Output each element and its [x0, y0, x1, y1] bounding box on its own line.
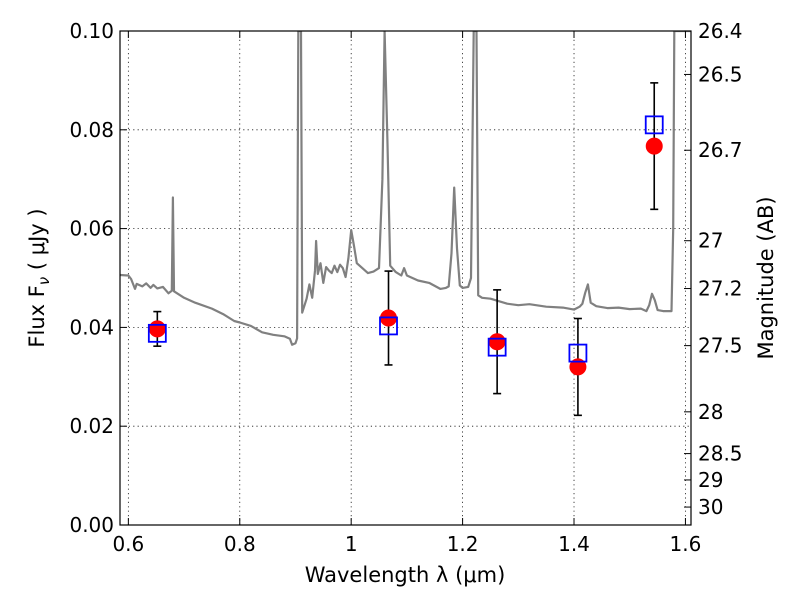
spectrum-line [120, 31, 691, 346]
y-axis-title-main: Flux F [25, 285, 49, 347]
points-layer [147, 82, 664, 417]
y-tick-label: 0.04 [69, 315, 114, 339]
y-tick-label: 0.06 [69, 217, 114, 241]
model-point [379, 316, 398, 336]
observed-point [148, 320, 166, 338]
model-point [568, 343, 588, 363]
mag-tick-label: 29 [698, 468, 723, 492]
mag-tick-label: 27 [698, 229, 723, 253]
mag-tick-label: 26.5 [698, 62, 743, 86]
mag-tick-label: 27.5 [698, 334, 743, 358]
plot-frame [119, 30, 692, 526]
observed-point [488, 333, 506, 351]
mag-tick-label: 30 [698, 495, 723, 519]
x-tick-label: 1.2 [447, 532, 479, 556]
spectrum-layer [120, 31, 691, 346]
y-axis-title-unit: ( μJy ) [25, 208, 49, 276]
y-tick-label: 0.00 [69, 513, 114, 537]
model-point [644, 115, 664, 135]
x-tick-label: 1.4 [558, 532, 590, 556]
ticks-layer: 0.6 0.8 1 1.2 1.4 1.6 0.00 0.02 0.04 0.06 0.08 0.10… [69, 19, 742, 556]
mag-tick-label: 28 [698, 400, 723, 424]
y2-axis-title: Magnitude (AB) [754, 196, 778, 359]
model-point [487, 337, 507, 357]
y-tick-label: 0.10 [69, 19, 114, 43]
grid-layer [120, 30, 691, 526]
x-tick-label: 0.8 [224, 532, 256, 556]
y-axis-title: Flux Fν ( μJy ) [25, 208, 53, 347]
mag-tick-label: 27.2 [698, 277, 743, 301]
observed-point [645, 137, 663, 155]
observed-point [569, 358, 587, 376]
x-axis-title: Wavelength λ (μm) [305, 563, 506, 587]
mag-tick-label: 28.5 [698, 442, 743, 466]
model-point [147, 323, 167, 343]
y-tick-label: 0.02 [69, 414, 114, 438]
x-tick-label: 1.6 [670, 532, 702, 556]
x-tick-label: 0.6 [112, 532, 144, 556]
mag-tick-label: 26.7 [698, 138, 743, 162]
x-tick-label: 1 [345, 532, 358, 556]
mag-tick-label: 26.4 [698, 19, 743, 43]
y-axis-title-sub: ν [35, 277, 53, 285]
y-tick-label: 0.08 [69, 118, 114, 142]
